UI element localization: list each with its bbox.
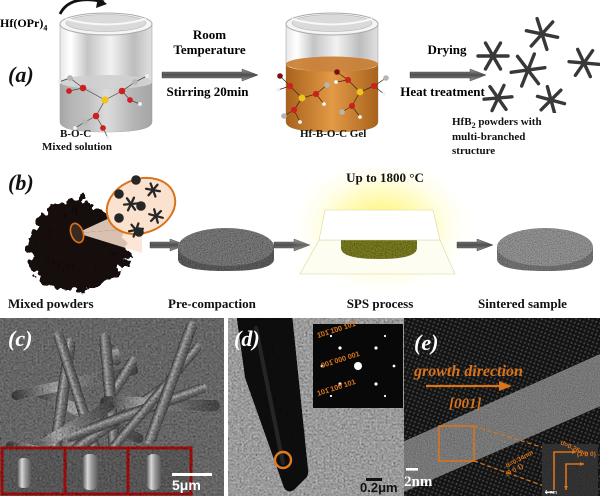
svg-text:0.2μm: 0.2μm bbox=[360, 480, 398, 495]
svg-text:(c): (c) bbox=[8, 326, 32, 351]
svg-text:1 nm: 1 nm bbox=[545, 490, 558, 496]
svg-text:(e): (e) bbox=[414, 330, 438, 355]
svg-text:[001]: [001] bbox=[449, 396, 482, 412]
svg-text:2nm: 2nm bbox=[404, 474, 433, 490]
svg-text:growth direction: growth direction bbox=[413, 363, 523, 380]
svg-text:(1 0 0): (1 0 0) bbox=[577, 451, 596, 458]
svg-text:(d): (d) bbox=[234, 326, 260, 351]
svg-text:5μm: 5μm bbox=[172, 477, 201, 493]
